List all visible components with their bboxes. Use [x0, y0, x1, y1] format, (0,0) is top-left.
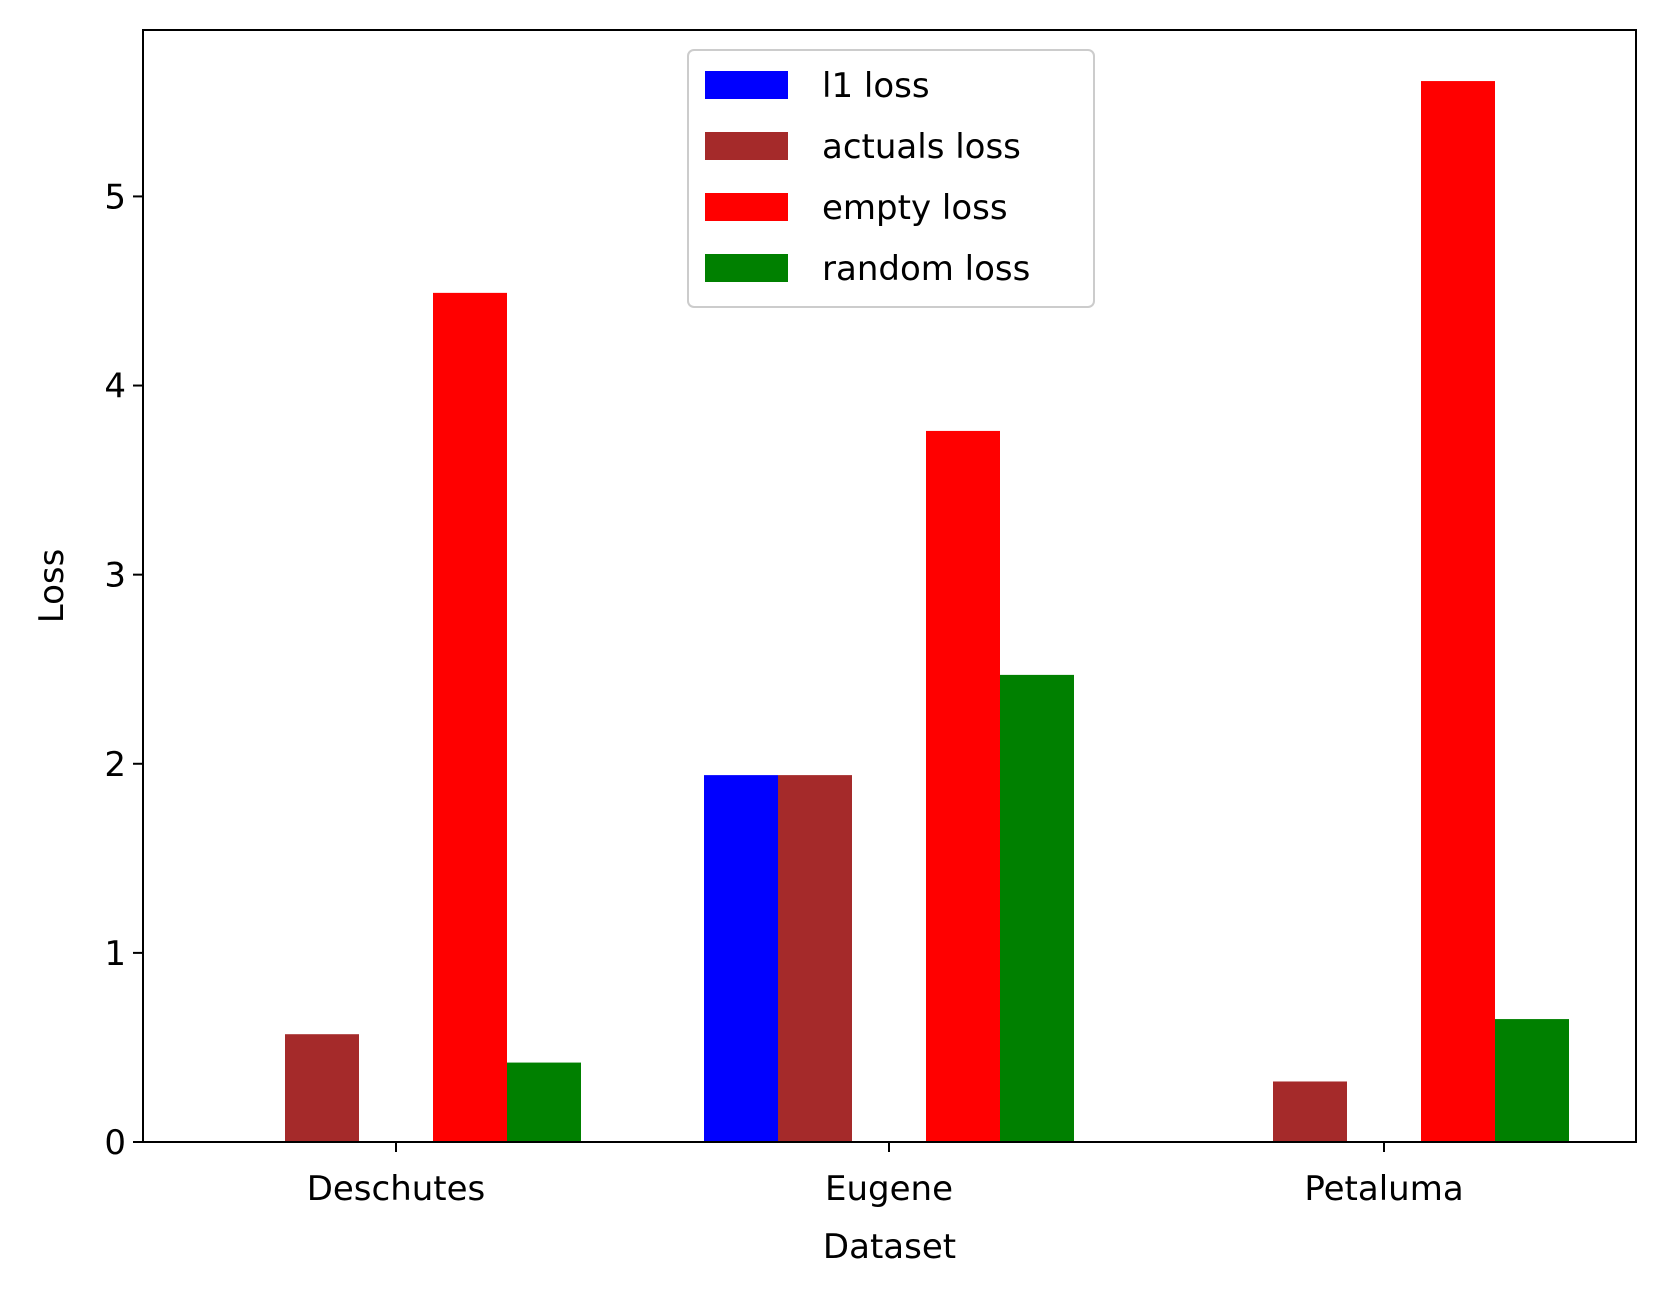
- x-tick-label: Petaluma: [1304, 1169, 1463, 1209]
- legend-label: actuals loss: [822, 127, 1021, 167]
- y-tick-label: 3: [104, 556, 126, 596]
- x-axis-label: Dataset: [823, 1227, 956, 1267]
- bar: [778, 775, 852, 1142]
- legend-swatch: [705, 254, 788, 282]
- x-tick-label: Deschutes: [307, 1169, 486, 1209]
- legend-label: random loss: [822, 249, 1030, 289]
- bar: [433, 292, 507, 1143]
- bar: [507, 1062, 581, 1142]
- bar: [1421, 81, 1495, 1142]
- y-axis-label: Loss: [32, 549, 72, 624]
- legend-swatch: [705, 193, 788, 221]
- y-tick-label: 2: [104, 745, 126, 785]
- bar: [1000, 674, 1074, 1142]
- y-tick-label: 4: [104, 367, 126, 407]
- legend-label: empty loss: [822, 188, 1008, 228]
- bar: [926, 430, 1000, 1142]
- x-tick-label: Eugene: [825, 1169, 953, 1209]
- legend-swatch: [705, 132, 788, 160]
- legend-label: l1 loss: [822, 66, 930, 106]
- bar: [704, 775, 778, 1142]
- bars-layer: [285, 81, 1569, 1143]
- y-tick-label: 1: [104, 934, 126, 974]
- x-axis: Deschutes Eugene Petaluma: [307, 1142, 1464, 1209]
- legend-swatch: [705, 71, 788, 99]
- y-axis: 0 1 2 3 4 5: [104, 177, 143, 1163]
- legend: l1 loss actuals loss empty loss random loss: [687, 49, 1095, 308]
- y-tick-label: 0: [104, 1123, 126, 1163]
- bar: [1273, 1081, 1347, 1142]
- y-tick-label: 5: [104, 177, 126, 217]
- bar: [285, 1034, 359, 1142]
- bar: [1495, 1019, 1569, 1142]
- legend-frame: [687, 49, 1095, 308]
